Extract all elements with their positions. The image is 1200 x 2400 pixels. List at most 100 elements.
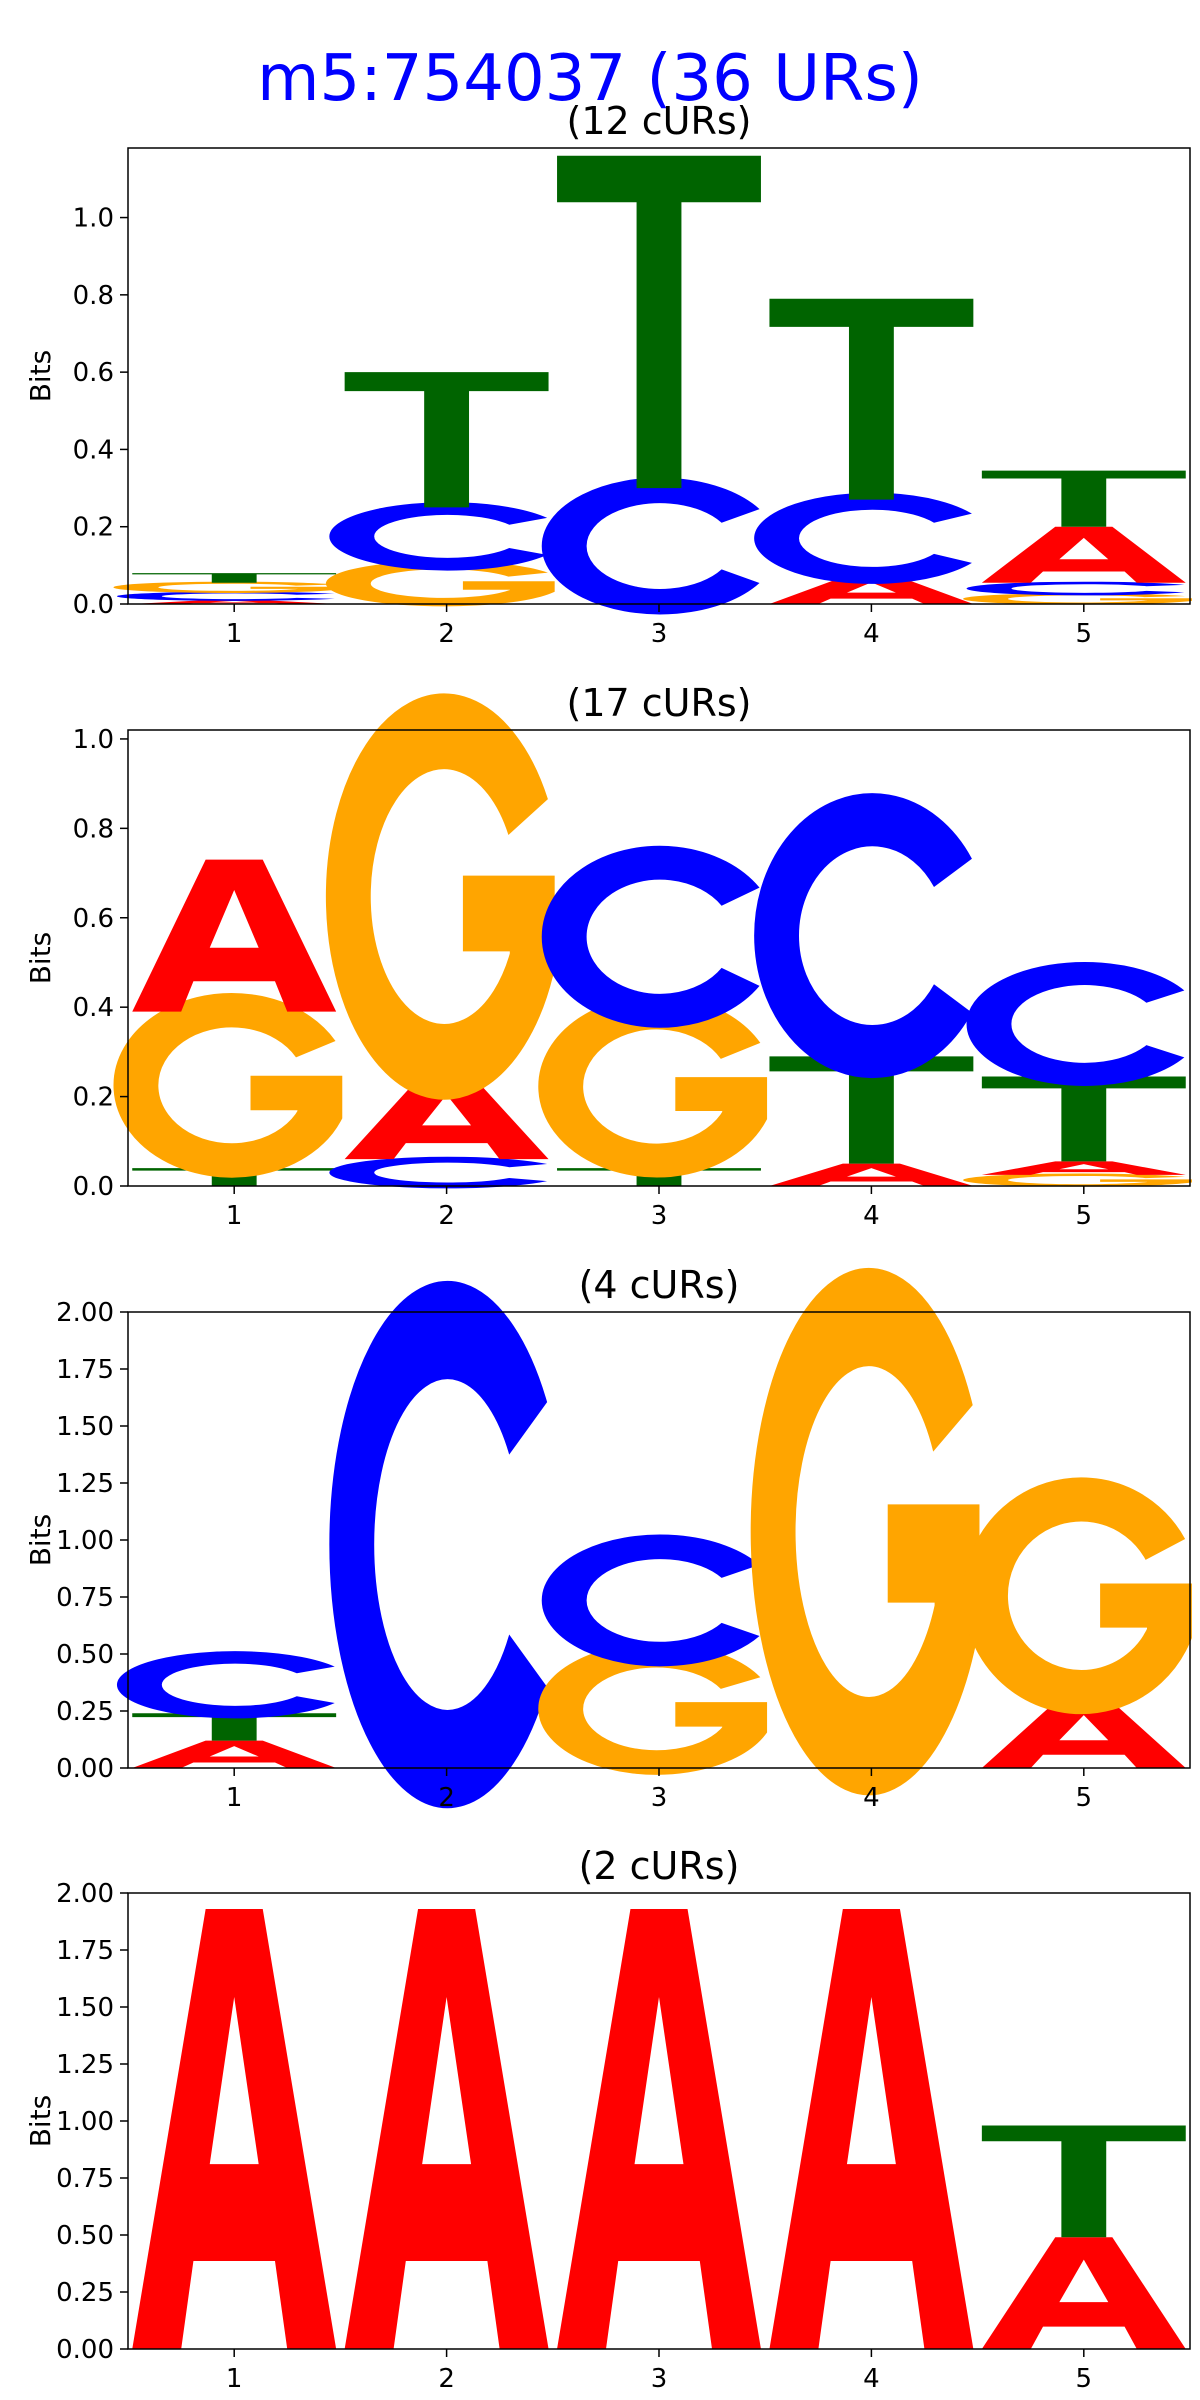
letter-c-glyph [966, 581, 1185, 596]
letter-stack-1 [117, 1651, 337, 1768]
y-tick-label: 0.00 [56, 2335, 114, 2365]
x-tick-label: 4 [863, 1201, 880, 1231]
letter-g-glyph [113, 581, 343, 593]
plot-frame [127, 729, 1191, 1187]
logo-panel-3: (4 cURs) Bits 0.00 0.25 0.50 0.75 1.00 1.25 1.50… [24, 1263, 1192, 1813]
x-tick-label: 5 [1076, 1201, 1093, 1231]
plot-frame [127, 1892, 1191, 2350]
letter-stack-4 [754, 298, 974, 604]
letter-a-glyph [132, 600, 337, 604]
letter-stack-2 [325, 372, 555, 607]
y-tick-label: 0.50 [56, 1640, 114, 1670]
y-tick-label: 1.25 [56, 2050, 114, 2080]
x-tick-label: 5 [1076, 619, 1093, 649]
y-tick-label: 1.50 [56, 1993, 114, 2023]
y-tick-label: 0.4 [73, 993, 114, 1023]
x-tick-label: 3 [651, 619, 668, 649]
letter-a-glyph [981, 2237, 1186, 2349]
y-tick-label: 0.50 [56, 2221, 114, 2251]
y-tick-label: 2.00 [56, 1298, 114, 1328]
letter-c-glyph [329, 1156, 548, 1189]
y-tick-label: 0.25 [56, 1697, 114, 1727]
letter-c-glyph [541, 845, 760, 1028]
letter-stack-4 [769, 1908, 974, 2349]
y-tick-label: 0.25 [56, 2278, 114, 2308]
letter-g-glyph [963, 1477, 1192, 1715]
letter-a-glyph [132, 1740, 337, 1768]
letter-stack-4 [750, 1268, 980, 1796]
x-tick-label: 2 [438, 1201, 455, 1231]
letter-stack-3 [557, 1908, 761, 2349]
letter-stack-2 [329, 1280, 548, 1809]
letter-stack-5 [981, 2125, 1186, 2349]
letter-g-glyph [750, 1268, 980, 1796]
x-tick-label: 1 [226, 619, 243, 649]
letter-g-glyph [325, 693, 555, 1100]
panel-title: (4 cURs) [579, 1263, 740, 1307]
letter-t-glyph [132, 573, 337, 583]
panel-title: (2 cURs) [579, 1844, 740, 1888]
letter-c-glyph [329, 502, 548, 571]
y-tick-label: 0.75 [56, 2164, 114, 2194]
y-tick-label: 1.0 [73, 204, 114, 234]
y-axis-label: Bits [24, 2095, 57, 2148]
y-tick-label: 1.00 [56, 1526, 114, 1556]
y-tick-label: 1.0 [73, 725, 114, 755]
letter-a-glyph [344, 1908, 549, 2349]
panel-title: (17 cURs) [567, 681, 752, 725]
y-axis-label: Bits [24, 1514, 57, 1567]
x-tick-label: 3 [651, 1783, 668, 1813]
letter-stack-3 [541, 155, 761, 615]
letter-stack-5 [963, 1477, 1192, 1768]
letter-stack-1 [113, 573, 343, 604]
letter-c-glyph [754, 492, 972, 584]
letter-a-glyph [769, 1908, 974, 2349]
x-tick-label: 1 [226, 1783, 243, 1813]
plot-frame [127, 1311, 1191, 1769]
y-tick-label: 0.2 [73, 513, 114, 543]
letter-stack-2 [325, 693, 555, 1189]
y-tick-label: 0.0 [73, 1172, 114, 1202]
logo-panel-2: (17 cURs) Bits 0.0 0.2 0.4 0.6 0.8 1.0 1 2 3 4 5 [24, 681, 1192, 1231]
y-tick-label: 0.0 [73, 590, 114, 620]
letter-a-glyph [981, 1701, 1186, 1768]
letter-a-glyph [557, 1908, 761, 2349]
y-axis-label: Bits [24, 350, 57, 403]
letter-stack-4 [754, 793, 974, 1186]
y-tick-label: 0.00 [56, 1754, 114, 1784]
y-tick-label: 0.8 [73, 814, 114, 844]
letter-stack-2 [344, 1908, 549, 2349]
letter-stack-1 [132, 1908, 337, 2349]
y-tick-label: 0.6 [73, 904, 114, 934]
letter-g-glyph [963, 1173, 1192, 1187]
x-tick-label: 4 [863, 1783, 880, 1813]
x-tick-label: 5 [1076, 1783, 1093, 1813]
y-tick-label: 0.6 [73, 358, 114, 388]
panel-title: (12 cURs) [567, 99, 752, 143]
x-tick-label: 1 [226, 1201, 243, 1231]
y-tick-label: 1.75 [56, 1936, 114, 1966]
logo-panel-4: (2 cURs) Bits 0.00 0.25 0.50 0.75 1.00 1.25 1.50… [24, 1844, 1191, 2394]
letter-t-glyph [981, 2125, 1186, 2238]
letter-a-glyph [769, 576, 974, 604]
letter-c-glyph [541, 477, 760, 615]
figure-title: m5:754037 (36 URs) [257, 42, 923, 116]
letter-stack-5 [963, 470, 1192, 605]
x-tick-label: 2 [438, 619, 455, 649]
letter-a-glyph [981, 526, 1186, 583]
letter-stack-1 [113, 859, 343, 1186]
y-tick-label: 0.8 [73, 281, 114, 311]
letter-a-glyph [132, 1908, 337, 2349]
letter-stack-3 [538, 1534, 768, 1775]
x-tick-label: 4 [863, 619, 880, 649]
x-tick-label: 5 [1076, 2364, 1093, 2394]
y-axis-label: Bits [24, 932, 57, 985]
letter-c-glyph [329, 1280, 548, 1809]
y-tick-label: 0.4 [73, 435, 114, 465]
letter-a-glyph [769, 1163, 974, 1186]
logo-panel-1: (12 cURs) Bits 0.0 0.2 0.4 0.6 0.8 1.0 1 2 3 4 5 [24, 99, 1192, 649]
letter-c-glyph [966, 961, 1185, 1086]
x-tick-label: 2 [438, 2364, 455, 2394]
x-tick-label: 3 [651, 2364, 668, 2394]
